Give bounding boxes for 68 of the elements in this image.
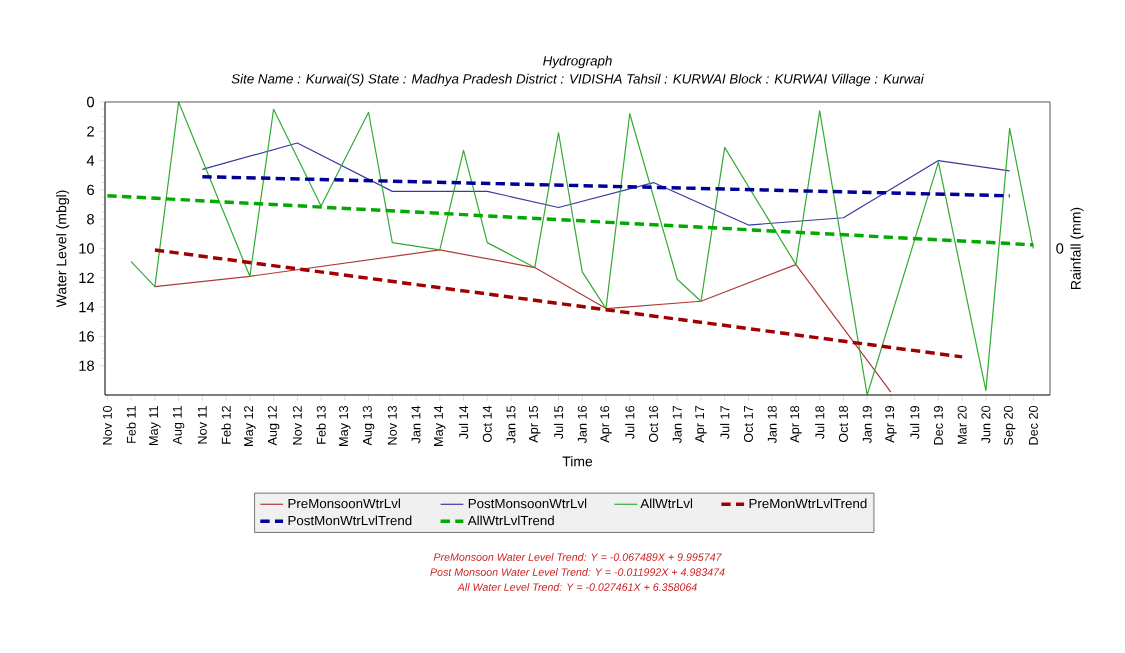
x-axis-title: Time xyxy=(562,456,593,467)
line-series xyxy=(154,249,892,393)
x-tick-label: Dec 19 xyxy=(933,406,943,445)
legend-label: PreMonsoonWtrLvl xyxy=(288,498,400,509)
y-tick-label: 18 xyxy=(79,360,94,371)
x-tick-label: Aug 11 xyxy=(172,406,185,445)
line-series xyxy=(130,102,1034,395)
x-tick-label: Apr 16 xyxy=(600,405,612,443)
x-tick-label: Oct 17 xyxy=(743,406,753,443)
x-tick-label: Oct 18 xyxy=(838,405,848,443)
x-tick-label: Jul 14 xyxy=(458,405,469,440)
x-tick-label: Jul 15 xyxy=(553,405,564,440)
y-tick-label: 0 xyxy=(87,96,95,108)
x-tick-label: Nov 13 xyxy=(387,405,397,445)
chart-title: Hydrograph xyxy=(543,55,612,69)
x-tick-label: Apr 18 xyxy=(790,405,802,443)
legend-label: PreMonWtrLvlTrend xyxy=(749,498,867,509)
x-tick-label: Sep 20 xyxy=(1003,405,1016,445)
x-tick-label: Jan 18 xyxy=(767,405,777,444)
legend-label: PostMonWtrLvlTrend xyxy=(288,515,412,526)
x-tick-label: Apr 17 xyxy=(695,406,707,443)
x-tick-label: Jan 16 xyxy=(577,405,587,444)
x-tick-label: Apr 19 xyxy=(885,406,897,443)
legend-label: PostMonsoonWtrLvl xyxy=(468,498,587,509)
x-tick-label: Feb 11 xyxy=(126,406,136,443)
x-tick-label: Jan 15 xyxy=(506,405,516,444)
text: PreMonsoon Water Level Trend: Y = -0.067489X + 9.995747 xyxy=(433,553,722,561)
x-tick-label: May 11 xyxy=(149,406,161,445)
legend-label: AllWtrLvlTrend xyxy=(467,515,554,526)
x-tick-label: Aug 12 xyxy=(267,406,280,446)
x-tick-label: Apr 15 xyxy=(529,405,541,443)
x-tick-label: Jan 17 xyxy=(672,406,682,444)
y-tick-label: 4 xyxy=(86,155,95,166)
x-tick-label: Oct 14 xyxy=(482,405,492,443)
x-tick-label: Aug 13 xyxy=(362,405,375,446)
x-tick-label: Jun 20 xyxy=(981,405,991,444)
legend-label: AllWtrLvl xyxy=(640,498,693,509)
x-tick-label: Mar 20 xyxy=(957,405,967,444)
line-series xyxy=(201,142,1011,226)
x-tick-label: Oct 16 xyxy=(649,405,658,443)
y2-axis-title: Rainfall (mm) xyxy=(1070,207,1084,289)
y-tick-label: 16 xyxy=(79,331,94,342)
x-tick-label: May 14 xyxy=(434,405,446,446)
y-tick-label: 2 xyxy=(87,126,94,137)
x-tick-label: Jul 18 xyxy=(815,405,825,440)
y-tick-label: 6 xyxy=(87,184,94,196)
x-tick-label: Nov 10 xyxy=(102,405,112,445)
y-tick-label: 8 xyxy=(87,214,94,225)
text: 0 xyxy=(1056,243,1064,254)
chart-subtitle: Site Name : Kurwai(S) State : Madhya Pradesh District : VIDISHA Tahsil : KURWAI Block : KURWAI Village : Kurwai xyxy=(231,73,925,87)
x-tick-label: May 13 xyxy=(339,405,351,446)
text: Post Monsoon Water Level Trend: Y = -0.011992X + 4.983474 xyxy=(430,568,725,576)
text: All Water Level Trend: Y = -0.027461X + 6.358064 xyxy=(457,583,697,591)
x-tick-label: May 12 xyxy=(244,406,256,446)
x-tick-label: Feb 13 xyxy=(316,405,326,444)
x-tick-label: Jul 19 xyxy=(910,406,920,440)
y-tick-label: 12 xyxy=(79,272,94,283)
x-tick-label: Jul 17 xyxy=(720,406,730,440)
x-tick-label: Nov 11 xyxy=(197,406,207,444)
y-tick-label: 14 xyxy=(79,302,95,313)
x-tick-label: Jan 19 xyxy=(862,406,872,444)
x-tick-label: Nov 12 xyxy=(292,406,302,445)
x-tick-label: Dec 20 xyxy=(1028,405,1038,445)
y-tick-label: 10 xyxy=(79,243,95,254)
x-tick-label: Feb 12 xyxy=(221,406,231,444)
y-axis-title: Water Level (mbgl) xyxy=(56,190,70,308)
x-tick-label: Jul 16 xyxy=(625,405,635,440)
x-tick-label: Jan 14 xyxy=(411,405,421,444)
